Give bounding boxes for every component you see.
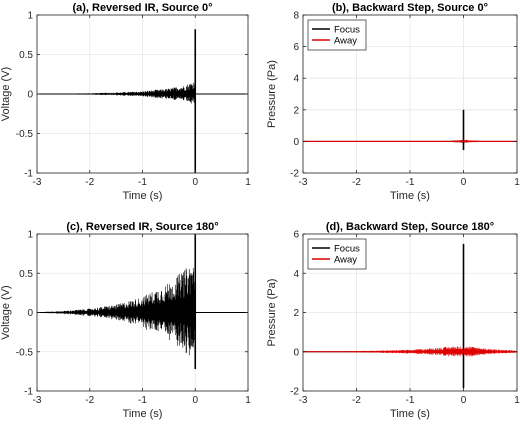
x-tick-label: -1 xyxy=(138,177,147,188)
y-axis-label: Pressure (Pa) xyxy=(266,60,278,128)
y-tick-label: 2 xyxy=(293,308,299,319)
x-tick-label: -1 xyxy=(138,395,147,406)
panel-c: -3 -2 -1 0 1 1 0.5 0 -0.5 -1 (c), Reversed IR, Sou… xyxy=(0,221,251,420)
y-tick-label: 0 xyxy=(293,347,299,358)
y-tick-label: 6 xyxy=(293,42,299,53)
y-axis-label: Pressure (Pa) xyxy=(266,279,278,347)
y-tick-label: -0.5 xyxy=(16,347,34,358)
x-tick-label: 1 xyxy=(514,395,520,406)
x-tick-label: 1 xyxy=(514,177,520,188)
y-tick-label: 8 xyxy=(293,11,299,22)
x-tick-label: -3 xyxy=(33,177,42,188)
x-tick-label: -2 xyxy=(85,395,94,406)
y-tick-label: -0.5 xyxy=(16,129,34,140)
legend-label-away: Away xyxy=(334,36,357,47)
y-tick-label: 0 xyxy=(27,308,33,319)
y-tick-label: -2 xyxy=(290,169,299,180)
y-tick-label: 4 xyxy=(293,269,299,280)
y-tick-label: 0 xyxy=(293,137,299,148)
x-tick-label: 0 xyxy=(461,395,467,406)
legend-label-away: Away xyxy=(334,255,357,266)
y-tick-label: 1 xyxy=(27,230,33,241)
y-tick-label: 0.5 xyxy=(19,269,33,280)
legend-label-focus: Focus xyxy=(334,244,360,255)
x-axis-label: Time (s) xyxy=(123,408,163,420)
x-tick-label: 1 xyxy=(245,177,251,188)
x-axis-label: Time (s) xyxy=(390,190,430,202)
legend-label-focus: Focus xyxy=(334,25,360,36)
y-tick-label: 6 xyxy=(293,230,299,241)
chart-title: (d), Backward Step, Source 180° xyxy=(326,221,494,233)
y-tick-label: -2 xyxy=(290,387,299,398)
x-tick-label: -1 xyxy=(406,395,415,406)
x-tick-label: 0 xyxy=(461,177,467,188)
x-tick-label: -2 xyxy=(352,395,361,406)
y-tick-label: 0.5 xyxy=(19,50,33,61)
x-tick-label: -2 xyxy=(85,177,94,188)
y-tick-label: 2 xyxy=(293,105,299,116)
y-tick-label: 1 xyxy=(27,11,33,22)
x-axis-label: Time (s) xyxy=(123,190,163,202)
legend-box xyxy=(307,238,367,270)
chart-title: (b), Backward Step, Source 0° xyxy=(332,2,488,14)
chart-title: (a), Reversed IR, Source 0° xyxy=(72,2,212,14)
chart-title: (c), Reversed IR, Source 180° xyxy=(66,221,218,233)
legend-box xyxy=(307,19,367,51)
x-tick-label: -3 xyxy=(299,177,308,188)
y-axis-label: Voltage (V) xyxy=(0,285,12,339)
x-tick-label: -1 xyxy=(406,177,415,188)
x-tick-label: -3 xyxy=(299,395,308,406)
y-tick-label: -1 xyxy=(24,169,33,180)
x-axis-label: Time (s) xyxy=(390,408,430,420)
panel-a: -3 -2 -1 0 1 1 0.5 0 -0.5 -1 (a), Reversed IR, Sou… xyxy=(0,2,251,202)
y-tick-label: -1 xyxy=(24,387,33,398)
x-tick-label: 0 xyxy=(192,395,198,406)
x-tick-label: -2 xyxy=(352,177,361,188)
x-tick-label: 1 xyxy=(245,395,251,406)
y-tick-label: 4 xyxy=(293,74,299,85)
y-axis-label: Voltage (V) xyxy=(0,67,12,121)
y-tick-label: 0 xyxy=(27,90,33,101)
x-tick-label: -3 xyxy=(33,395,42,406)
x-tick-label: 0 xyxy=(192,177,198,188)
